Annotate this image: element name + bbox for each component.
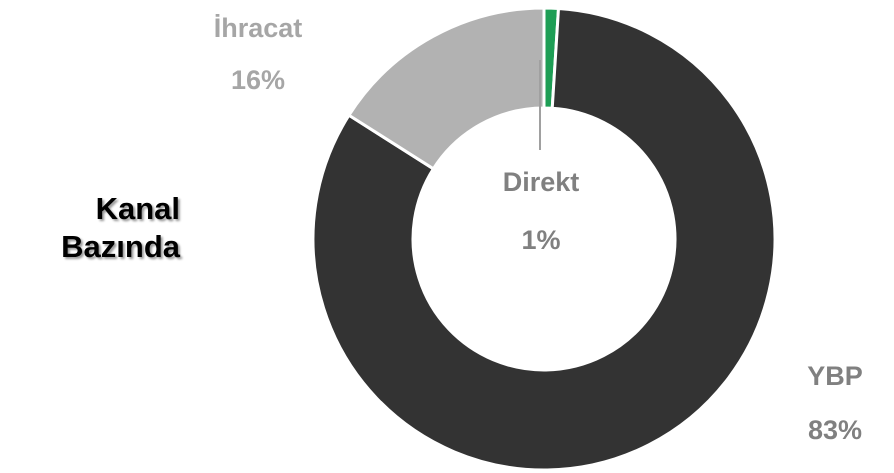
chart-title: Kanal Bazında	[61, 191, 180, 264]
category-label: İhracat	[214, 13, 303, 43]
category-label: YBP	[807, 361, 863, 391]
value-label: 83%	[808, 415, 862, 445]
value-label: 16%	[231, 65, 285, 95]
value-label: 1%	[521, 225, 560, 255]
donut-slice	[346, 6, 546, 171]
category-label: Direkt	[503, 167, 580, 197]
donut-slice	[311, 6, 777, 472]
